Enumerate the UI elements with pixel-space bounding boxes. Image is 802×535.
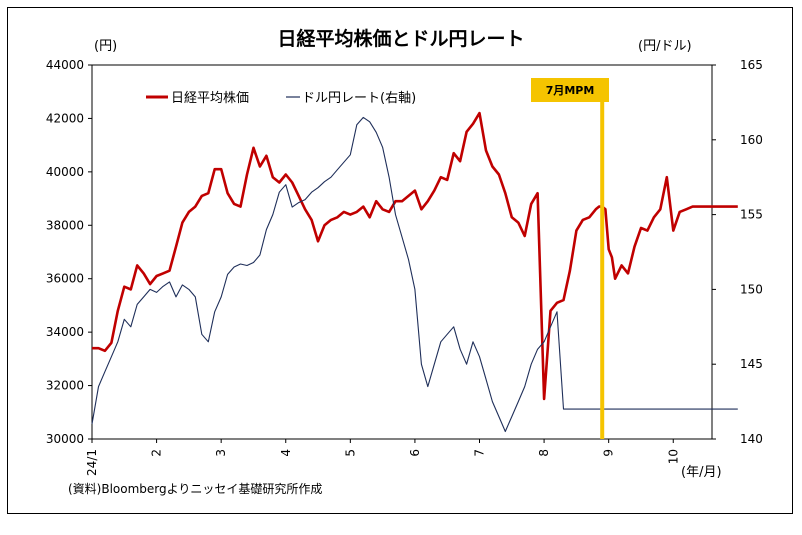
x-tick-label: 7 <box>473 449 487 457</box>
left-y-axis: 30000 32000 34000 36000 38000 40000 42000 44000 <box>46 58 92 446</box>
left-tick-label: 44000 <box>46 58 84 72</box>
plot-area <box>91 64 738 440</box>
left-tick-label: 30000 <box>46 432 84 446</box>
legend-label-usdjpy: ドル円レート(右軸) <box>302 91 416 106</box>
right-tick-label: 145 <box>740 357 763 371</box>
x-tick-label: 5 <box>343 449 357 457</box>
source-note: (資料)Bloombergよりニッセイ基礎研究所作成 <box>68 481 322 496</box>
right-axis-unit: (円/ドル) <box>638 39 692 54</box>
right-tick-label: 155 <box>740 208 763 222</box>
mpm-marker: 7月MPM <box>531 78 609 439</box>
plot-border <box>91 64 713 440</box>
x-tick-label: 9 <box>602 449 616 457</box>
x-tick-label: 10 <box>666 449 680 464</box>
chart-title: 日経平均株価とドル円レート <box>277 27 524 50</box>
nikkei-line <box>92 111 738 401</box>
right-tick-label: 165 <box>740 58 763 72</box>
left-tick-label: 42000 <box>46 111 84 125</box>
x-axis: 24/1 2 3 4 5 6 7 8 9 10 <box>85 439 680 476</box>
x-tick-label: 3 <box>214 449 228 457</box>
left-tick-label: 34000 <box>46 325 84 339</box>
x-tick-label: 6 <box>408 449 422 457</box>
x-axis-unit: (年/月) <box>681 465 722 480</box>
left-tick-label: 36000 <box>46 272 84 286</box>
left-tick-label: 32000 <box>46 379 84 393</box>
x-tick-label: 8 <box>537 449 551 457</box>
right-tick-label: 140 <box>740 432 763 446</box>
x-tick-label: 2 <box>150 449 164 457</box>
right-tick-label: 150 <box>740 282 763 296</box>
left-axis-unit: (円) <box>94 39 117 54</box>
x-tick-label: 4 <box>279 449 293 457</box>
legend: 日経平均株価 ドル円レート(右軸) <box>146 91 416 106</box>
chart-frame: 日経平均株価とドル円レート (円) (円/ドル) (年/月) (資料)Bloom… <box>7 7 793 514</box>
mpm-label: 7月MPM <box>546 84 595 97</box>
right-tick-label: 160 <box>740 133 763 147</box>
chart-svg: 日経平均株価とドル円レート (円) (円/ドル) (年/月) (資料)Bloom… <box>46 27 763 496</box>
mpm-label-box <box>531 78 609 102</box>
right-y-axis: 140 145 150 155 160 165 <box>712 58 763 446</box>
left-tick-label: 38000 <box>46 218 84 232</box>
legend-label-nikkei: 日経平均株価 <box>171 91 249 106</box>
x-tick-label: 24/1 <box>85 449 99 476</box>
usdjpy-line <box>91 116 738 433</box>
left-tick-label: 40000 <box>46 165 84 179</box>
